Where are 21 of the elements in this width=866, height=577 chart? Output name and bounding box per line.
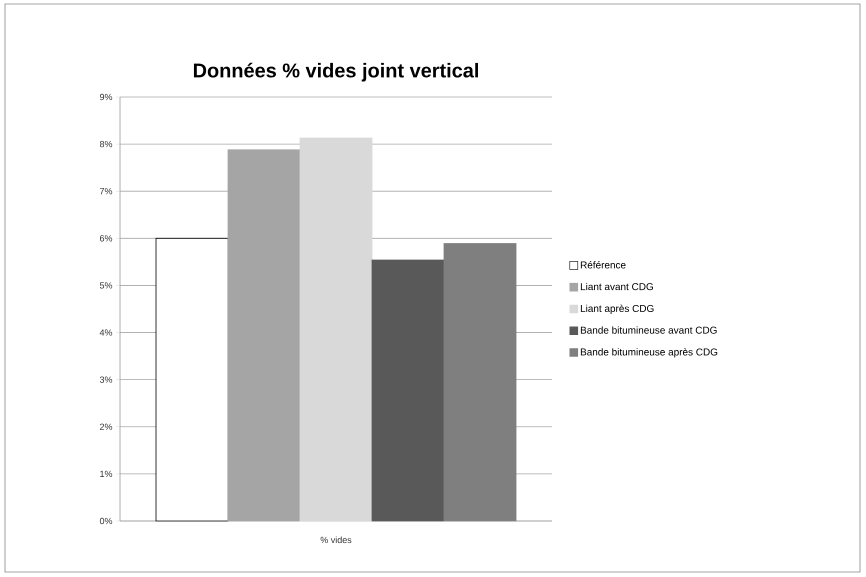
y-tick-label: 2% bbox=[100, 424, 112, 430]
legend-label: Liant avant CDG bbox=[580, 282, 653, 290]
bar bbox=[372, 260, 444, 522]
bar bbox=[444, 243, 516, 522]
y-tick-label: 7% bbox=[100, 188, 112, 194]
legend-label: Bande bitumineuse avant CDG bbox=[580, 326, 717, 334]
legend-label: Référence bbox=[580, 261, 626, 268]
y-tick-label: 4% bbox=[100, 329, 112, 336]
legend-label: Liant après CDG bbox=[580, 304, 654, 314]
y-tick-label: 3% bbox=[100, 376, 112, 383]
y-tick-label: 8% bbox=[100, 140, 112, 148]
chart-title: Données % vides joint vertical bbox=[194, 62, 478, 82]
y-tick-label: 6% bbox=[100, 235, 112, 242]
bar bbox=[300, 138, 372, 522]
legend-label: Bande bitumineuse après CDG bbox=[580, 348, 718, 358]
bar bbox=[156, 238, 228, 522]
x-tick-label: % vides bbox=[320, 536, 352, 544]
y-tick-label: 9% bbox=[100, 94, 112, 100]
y-tick-label: 0% bbox=[100, 518, 112, 524]
y-tick-label: 1% bbox=[100, 470, 112, 478]
y-tick-label: 5% bbox=[100, 282, 112, 289]
